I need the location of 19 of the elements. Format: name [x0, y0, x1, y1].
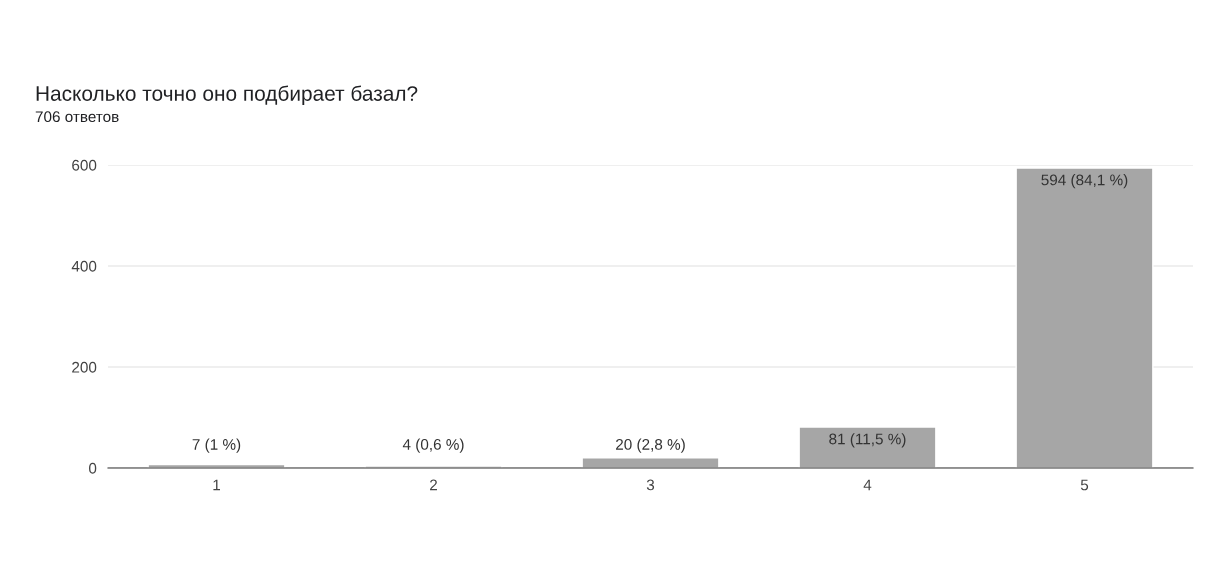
data-label: 20 (2,8 %)	[616, 438, 685, 453]
data-label: 594 (84,1 %)	[1041, 174, 1128, 189]
x-tick-label: 3	[646, 479, 655, 491]
bar	[1015, 167, 1154, 468]
data-label: 81 (11,5 %)	[829, 433, 906, 448]
bar	[798, 426, 937, 468]
x-tick-label: 1	[213, 479, 220, 491]
y-tick-label: 600	[72, 159, 97, 171]
data-label: 7 (1 %)	[192, 438, 241, 453]
x-tick-label: 4	[863, 479, 872, 491]
x-tick-label: 5	[1080, 479, 1089, 491]
chart-subtitle: 706 ответов	[35, 111, 119, 123]
y-tick-label: 400	[71, 260, 97, 272]
chart-title: Насколько точно оно подбирает базал?	[36, 85, 418, 105]
x-tick-label: 2	[430, 479, 437, 491]
y-tick-label: 200	[72, 361, 97, 373]
y-tick-label: 0	[88, 462, 97, 474]
bar	[581, 457, 720, 468]
data-label: 4 (0,6 %)	[402, 438, 464, 453]
